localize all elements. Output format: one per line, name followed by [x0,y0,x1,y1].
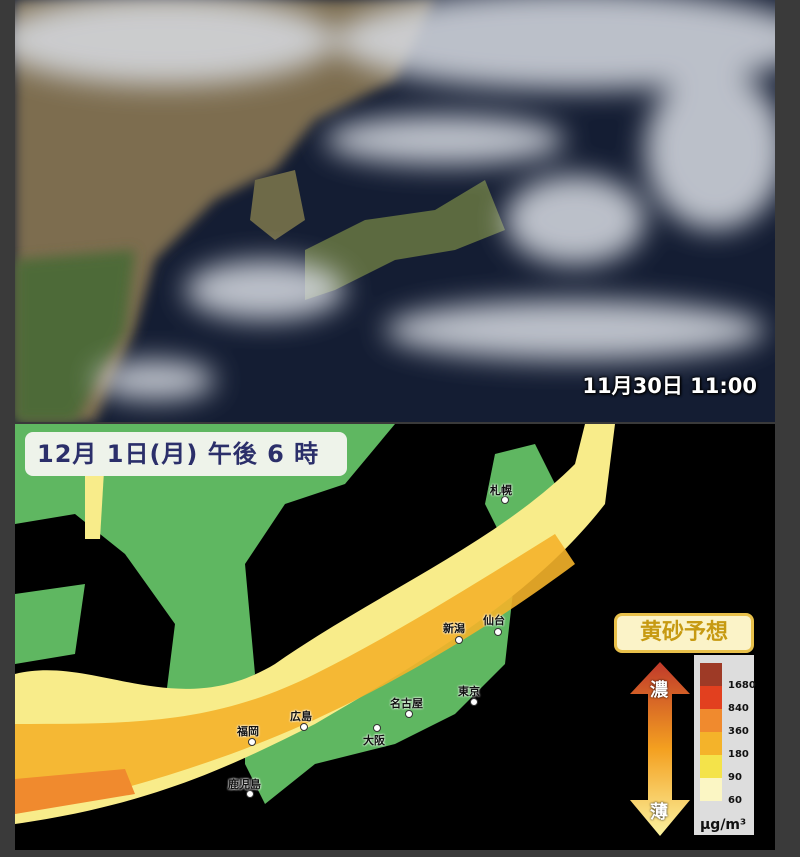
legend-swatch [700,732,722,755]
city-nagoya: 名古屋 [390,697,423,710]
legend-level: 60 [728,795,742,806]
legend-level: 180 [728,749,749,760]
satellite-imagery [15,0,775,422]
city-dot [470,698,478,706]
legend-level: 90 [728,772,742,783]
continent-land [15,424,395,714]
dust-band-mid [15,534,575,814]
legend-swatch [700,663,722,686]
city-niigata: 新潟 [443,622,465,635]
legend-level: 360 [728,726,749,737]
city-dot [373,724,381,732]
thin-label: 薄 [650,802,668,823]
city-dot [246,790,254,798]
legend-level: 1680 [728,680,756,691]
city-dot [300,723,308,731]
dust-forecast-map: 12月 1日(月) 午後 6 時 [15,424,775,850]
dust-band-dense [15,769,135,814]
legend-swatch [700,709,722,732]
legend-swatch [700,778,722,801]
city-dot [248,738,256,746]
satellite-timestamp: 11月30日 11:00 [582,374,757,398]
legend-swatch [700,755,722,778]
city-tokyo: 東京 [458,685,480,698]
legend-level: 840 [728,703,749,714]
city-kagoshima: 鹿児島 [228,778,261,791]
city-hiroshima: 広島 [290,710,312,723]
city-sendai: 仙台 [483,614,505,627]
legend-scale: 1680 840 360 180 90 60 μg/m³ [694,655,756,835]
city-dot [405,710,413,718]
city-dot [455,636,463,644]
city-dot [494,628,502,636]
legend-unit: μg/m³ [700,817,747,833]
city-fukuoka: 福岡 [237,725,259,738]
dense-label: 濃 [650,680,668,701]
legend-title: 黄砂予想 [614,613,754,653]
forecast-datetime: 12月 1日(月) 午後 6 時 [25,432,347,476]
legend-swatch [700,686,722,709]
city-osaka: 大阪 [363,734,385,747]
city-sapporo: 札幌 [490,484,512,497]
satellite-image: 11月30日 11:00 [15,0,775,422]
dust-map-shapes [15,424,615,824]
city-dot [501,496,509,504]
density-arrow-icon [630,662,690,836]
